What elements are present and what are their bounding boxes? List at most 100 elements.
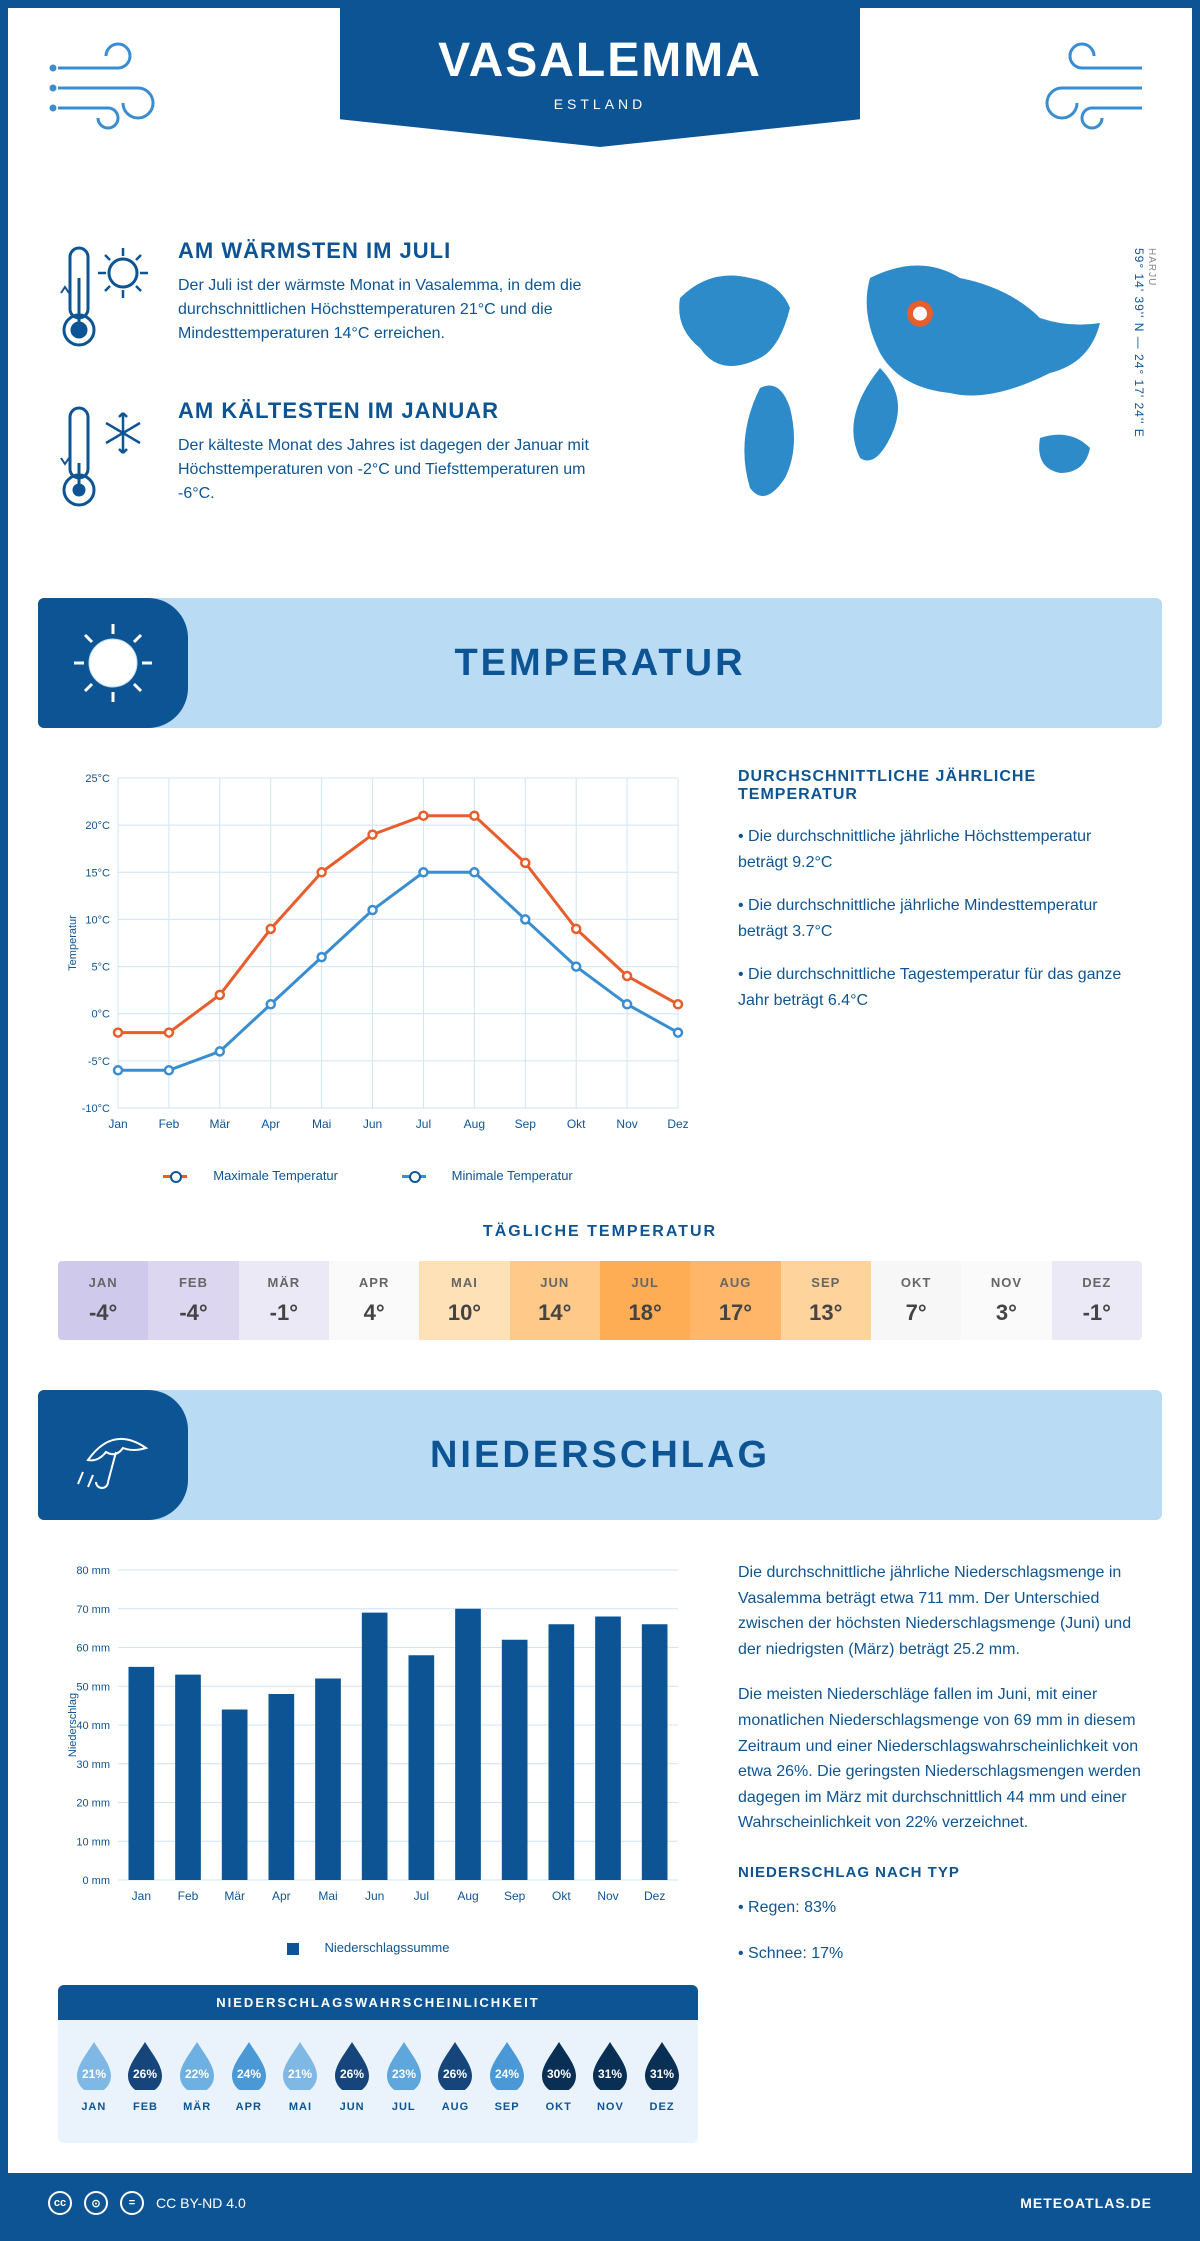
coords-value: 59° 14' 39'' N — 24° 17' 24'' E [1132,248,1146,438]
svg-text:Niederschlag: Niederschlag [67,1693,79,1757]
precipitation-chart: 0 mm10 mm20 mm30 mm40 mm50 mm60 mm70 mm8… [58,1560,698,2143]
license: cc ⊙ = CC BY-ND 4.0 [48,2191,246,2215]
svg-text:Mai: Mai [318,1889,337,1903]
svg-text:Mai: Mai [312,1117,331,1131]
probability-drop: 23% JUL [383,2038,425,2113]
svg-text:25°C: 25°C [85,773,110,785]
svg-text:Sep: Sep [504,1889,526,1903]
precip-legend: Niederschlagssumme [58,1940,698,1955]
precip-type: • Schnee: 17% [738,1941,1142,1967]
svg-text:-5°C: -5°C [88,1056,110,1068]
svg-text:Aug: Aug [457,1889,478,1903]
temp-bullet: • Die durchschnittliche jährliche Höchst… [738,824,1142,875]
thermometer-sun-icon [58,238,158,363]
precip-type-heading: NIEDERSCHLAG NACH TYP [738,1861,1142,1885]
daily-cell: FEB-4° [148,1261,238,1340]
daily-cell: DEZ-1° [1052,1261,1142,1340]
fact-cold-title: AM KÄLTESTEN IM JANUAR [178,398,598,424]
svg-text:80 mm: 80 mm [76,1565,110,1577]
svg-text:Mär: Mär [209,1117,230,1131]
svg-text:5°C: 5°C [92,962,111,974]
cc-icon: cc [48,2191,72,2215]
svg-text:10°C: 10°C [85,914,110,926]
svg-text:60 mm: 60 mm [76,1643,110,1655]
temp-text-heading: DURCHSCHNITTLICHE JÄHRLICHE TEMPERATUR [738,768,1142,804]
daily-cell: MÄR-1° [239,1261,329,1340]
precipitation-body: 0 mm10 mm20 mm30 mm40 mm50 mm60 mm70 mm8… [8,1560,1192,2173]
coordinates: HARJU 59° 14' 39'' N — 24° 17' 24'' E [1132,248,1157,438]
sun-icon [38,598,188,728]
world-map [638,238,1142,518]
fact-cold-body: Der kälteste Monat des Jahres ist dagege… [178,434,598,506]
svg-text:Sep: Sep [515,1117,537,1131]
temp-legend: Maximale Temperatur Minimale Temperatur [58,1168,698,1183]
svg-text:Apr: Apr [261,1117,280,1131]
probability-title: NIEDERSCHLAGSWAHRSCHEINLICHKEIT [58,1985,698,2020]
svg-text:22%: 22% [185,2067,209,2081]
precip-type: • Regen: 83% [738,1895,1142,1921]
fact-coldest: AM KÄLTESTEN IM JANUAR Der kälteste Mona… [58,398,598,523]
svg-text:30%: 30% [547,2067,571,2081]
wind-icon [1022,38,1152,143]
precip-section-title: NIEDERSCHLAG [430,1434,770,1477]
svg-text:21%: 21% [288,2067,312,2081]
country-subtitle: ESTLAND [340,96,860,112]
svg-text:Dez: Dez [644,1889,665,1903]
svg-text:26%: 26% [133,2067,157,2081]
svg-text:Nov: Nov [616,1117,637,1131]
precip-section-head: NIEDERSCHLAG [38,1390,1162,1520]
svg-text:Jun: Jun [365,1889,384,1903]
daily-cell: AUG17° [690,1261,780,1340]
probability-panel: NIEDERSCHLAGSWAHRSCHEINLICHKEIT 21% JAN … [58,1985,698,2143]
daily-cell: SEP13° [781,1261,871,1340]
svg-text:24%: 24% [495,2067,519,2081]
svg-text:Okt: Okt [567,1117,586,1131]
svg-text:50 mm: 50 mm [76,1681,110,1693]
svg-text:0°C: 0°C [92,1009,111,1021]
svg-text:Feb: Feb [159,1117,180,1131]
infographic-page: VASALEMMA ESTLAND AM WÄRMSTEN IM JULI De… [0,0,1200,2241]
svg-text:Mär: Mär [224,1889,245,1903]
daily-temperature: TÄGLICHE TEMPERATUR JAN-4°FEB-4°MÄR-1°AP… [8,1223,1192,1390]
temp-bullet: • Die durchschnittliche jährliche Mindes… [738,893,1142,944]
region-label: HARJU [1146,248,1157,430]
precipitation-text: Die durchschnittliche jährliche Niedersc… [738,1560,1142,2143]
precip-p2: Die meisten Niederschläge fallen im Juni… [738,1682,1142,1836]
svg-text:Jan: Jan [108,1117,127,1131]
svg-text:70 mm: 70 mm [76,1604,110,1616]
daily-cell: JAN-4° [58,1261,148,1340]
daily-title: TÄGLICHE TEMPERATUR [58,1223,1142,1241]
temperature-section-head: TEMPERATUR [38,598,1162,728]
svg-text:Aug: Aug [464,1117,485,1131]
svg-text:Jan: Jan [132,1889,151,1903]
precip-p1: Die durchschnittliche jährliche Niedersc… [738,1560,1142,1662]
fact-cold-text: AM KÄLTESTEN IM JANUAR Der kälteste Mona… [178,398,598,523]
probability-drop: 24% SEP [486,2038,528,2113]
svg-text:10 mm: 10 mm [76,1836,110,1848]
world-map-box: HARJU 59° 14' 39'' N — 24° 17' 24'' E [638,238,1142,558]
legend-min: Minimale Temperatur [452,1168,573,1183]
thermometer-snow-icon [58,398,158,523]
svg-text:Apr: Apr [272,1889,291,1903]
fact-warm-body: Der Juli ist der wärmste Monat in Vasale… [178,274,598,346]
intro-facts: AM WÄRMSTEN IM JULI Der Juli ist der wär… [58,238,598,558]
probability-drops: 21% JAN 26% FEB 22% MÄR 24% APR 21% MAI … [58,2020,698,2123]
fact-warmest: AM WÄRMSTEN IM JULI Der Juli ist der wär… [58,238,598,363]
svg-text:-10°C: -10°C [82,1103,110,1115]
svg-text:21%: 21% [82,2067,106,2081]
daily-cell: APR4° [329,1261,419,1340]
probability-drop: 21% MAI [279,2038,321,2113]
header: VASALEMMA ESTLAND [8,8,1192,208]
daily-cell: JUL18° [600,1261,690,1340]
svg-text:20 mm: 20 mm [76,1798,110,1810]
temperature-body: -10°C-5°C0°C5°C10°C15°C20°C25°CJanFebMär… [8,768,1192,1223]
intro-section: AM WÄRMSTEN IM JULI Der Juli ist der wär… [8,208,1192,598]
svg-text:Temperatur: Temperatur [67,915,79,971]
nd-icon: = [120,2191,144,2215]
svg-text:23%: 23% [392,2067,416,2081]
svg-text:Okt: Okt [552,1889,571,1903]
temp-section-title: TEMPERATUR [454,642,745,685]
city-title: VASALEMMA [340,33,860,88]
location-marker-icon [910,304,930,324]
probability-drop: 24% APR [228,2038,270,2113]
